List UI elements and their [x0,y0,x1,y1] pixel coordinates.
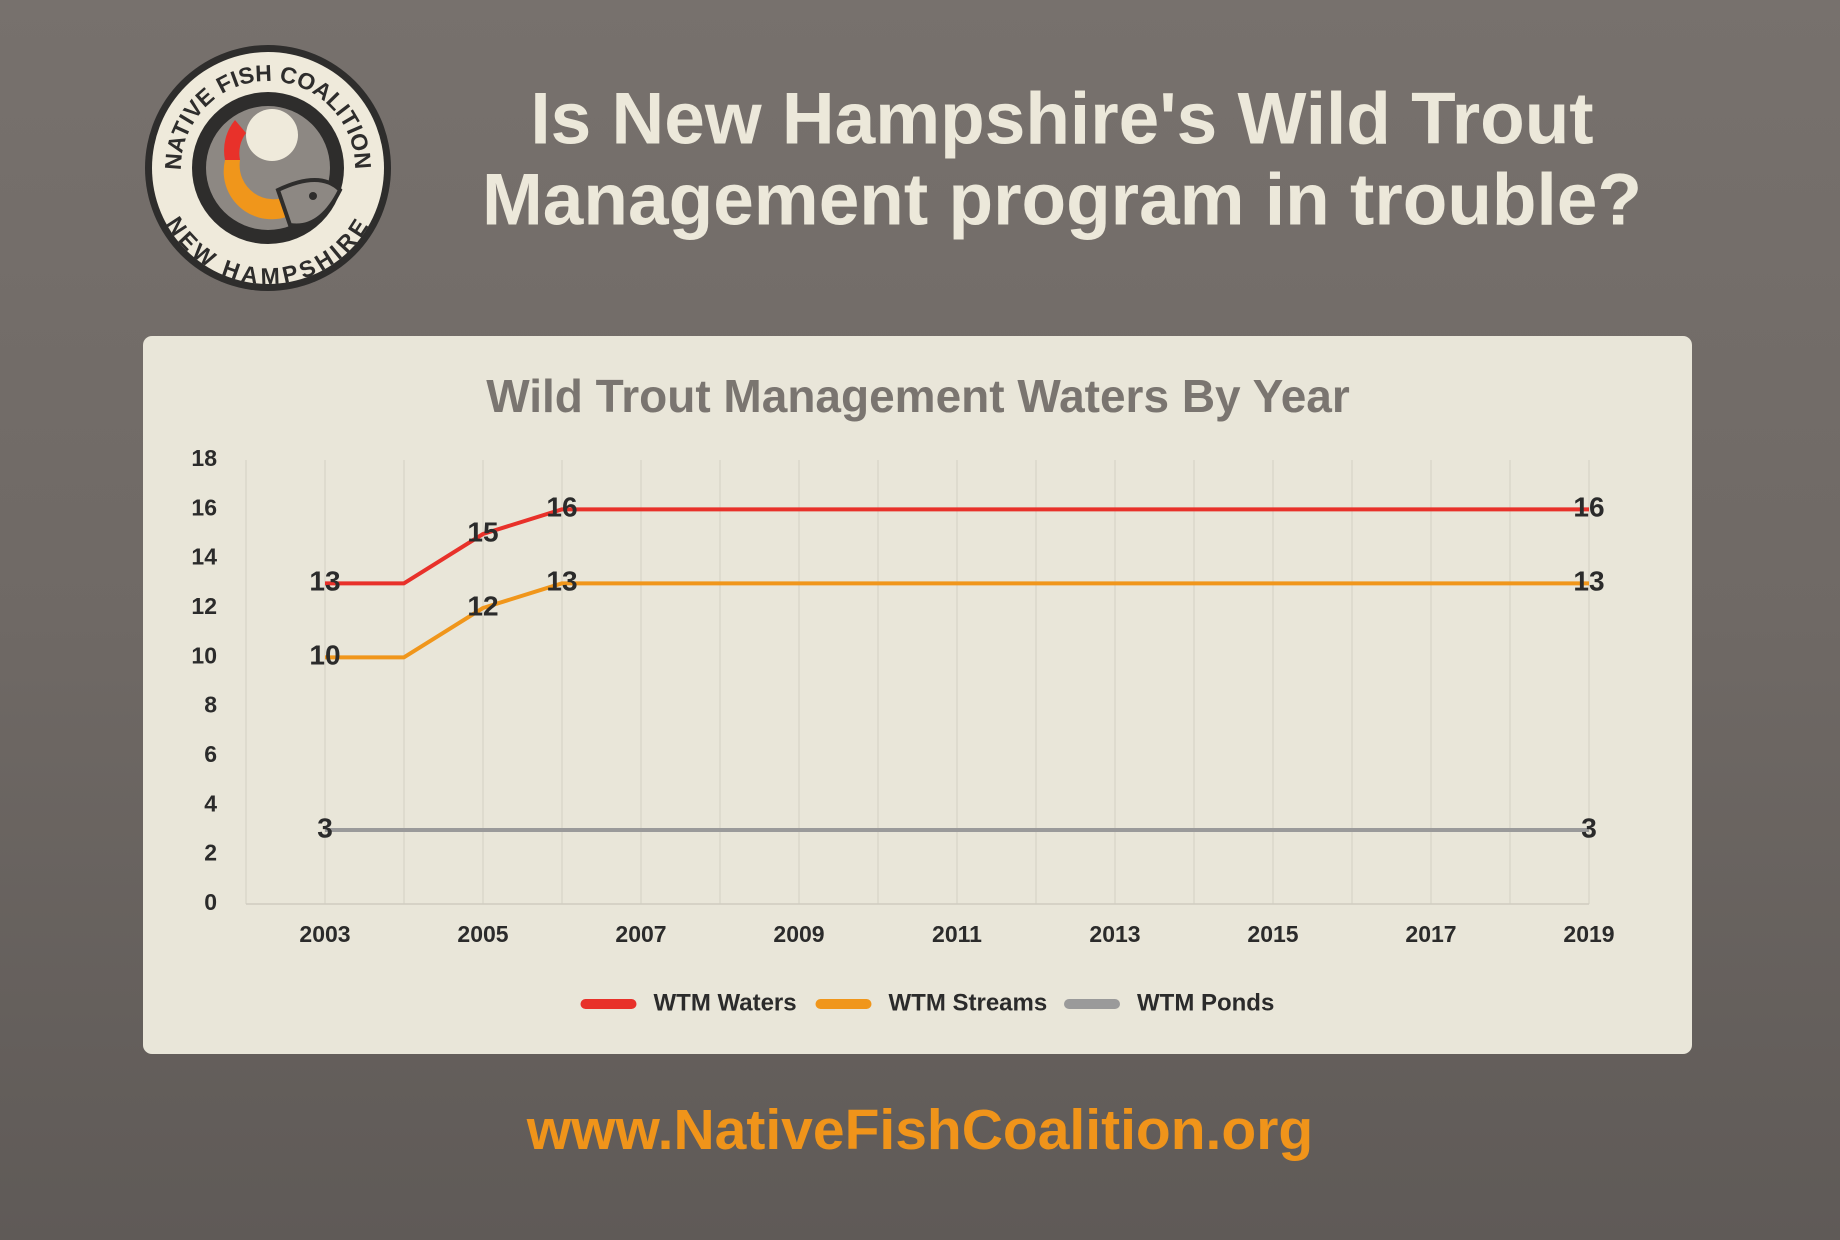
headline: Is New Hampshire's Wild Trout [530,78,1593,159]
x-tick-label: 2019 [1563,921,1614,947]
legend-label: WTM Ponds [1137,989,1274,1016]
x-tick-label: 2013 [1089,921,1140,947]
chart-title: Wild Trout Management Waters By Year [486,370,1350,422]
data-label: 15 [467,516,498,547]
y-tick-label: 6 [204,741,217,767]
chart-card [143,336,1692,1054]
x-tick-label: 2009 [773,921,824,947]
y-tick-label: 0 [204,889,217,915]
y-tick-label: 4 [204,790,217,816]
x-tick-label: 2005 [457,921,508,947]
footer-url[interactable]: www.NativeFishCoalition.org [526,1098,1313,1162]
logo: NATIVE FISH COALITION NEW HAMPSHIRE [145,45,391,291]
data-label: 13 [1573,566,1604,597]
y-tick-label: 12 [191,593,217,619]
x-tick-label: 2003 [299,921,350,947]
y-tick-label: 16 [191,494,217,520]
x-tick-label: 2017 [1405,921,1456,947]
data-label: 16 [1573,492,1604,523]
data-label: 3 [317,812,333,843]
y-tick-label: 8 [204,692,217,718]
y-tick-label: 2 [204,840,217,866]
y-tick-label: 10 [191,642,217,668]
y-tick-label: 18 [191,445,217,471]
legend-label: WTM Streams [889,989,1048,1016]
series-line [325,581,1589,660]
headline: Management program in trouble? [482,159,1642,240]
data-label: 16 [546,492,577,523]
legend-label: WTM Waters [654,989,797,1016]
data-label: 13 [309,566,340,597]
series-line [325,507,1589,586]
data-label: 12 [467,590,498,621]
x-tick-label: 2007 [615,921,666,947]
data-label: 10 [309,640,340,671]
y-tick-label: 14 [191,544,217,570]
data-label: 13 [546,566,577,597]
x-tick-label: 2015 [1247,921,1298,947]
x-tick-label: 2011 [932,921,982,947]
data-label: 3 [1581,812,1597,843]
